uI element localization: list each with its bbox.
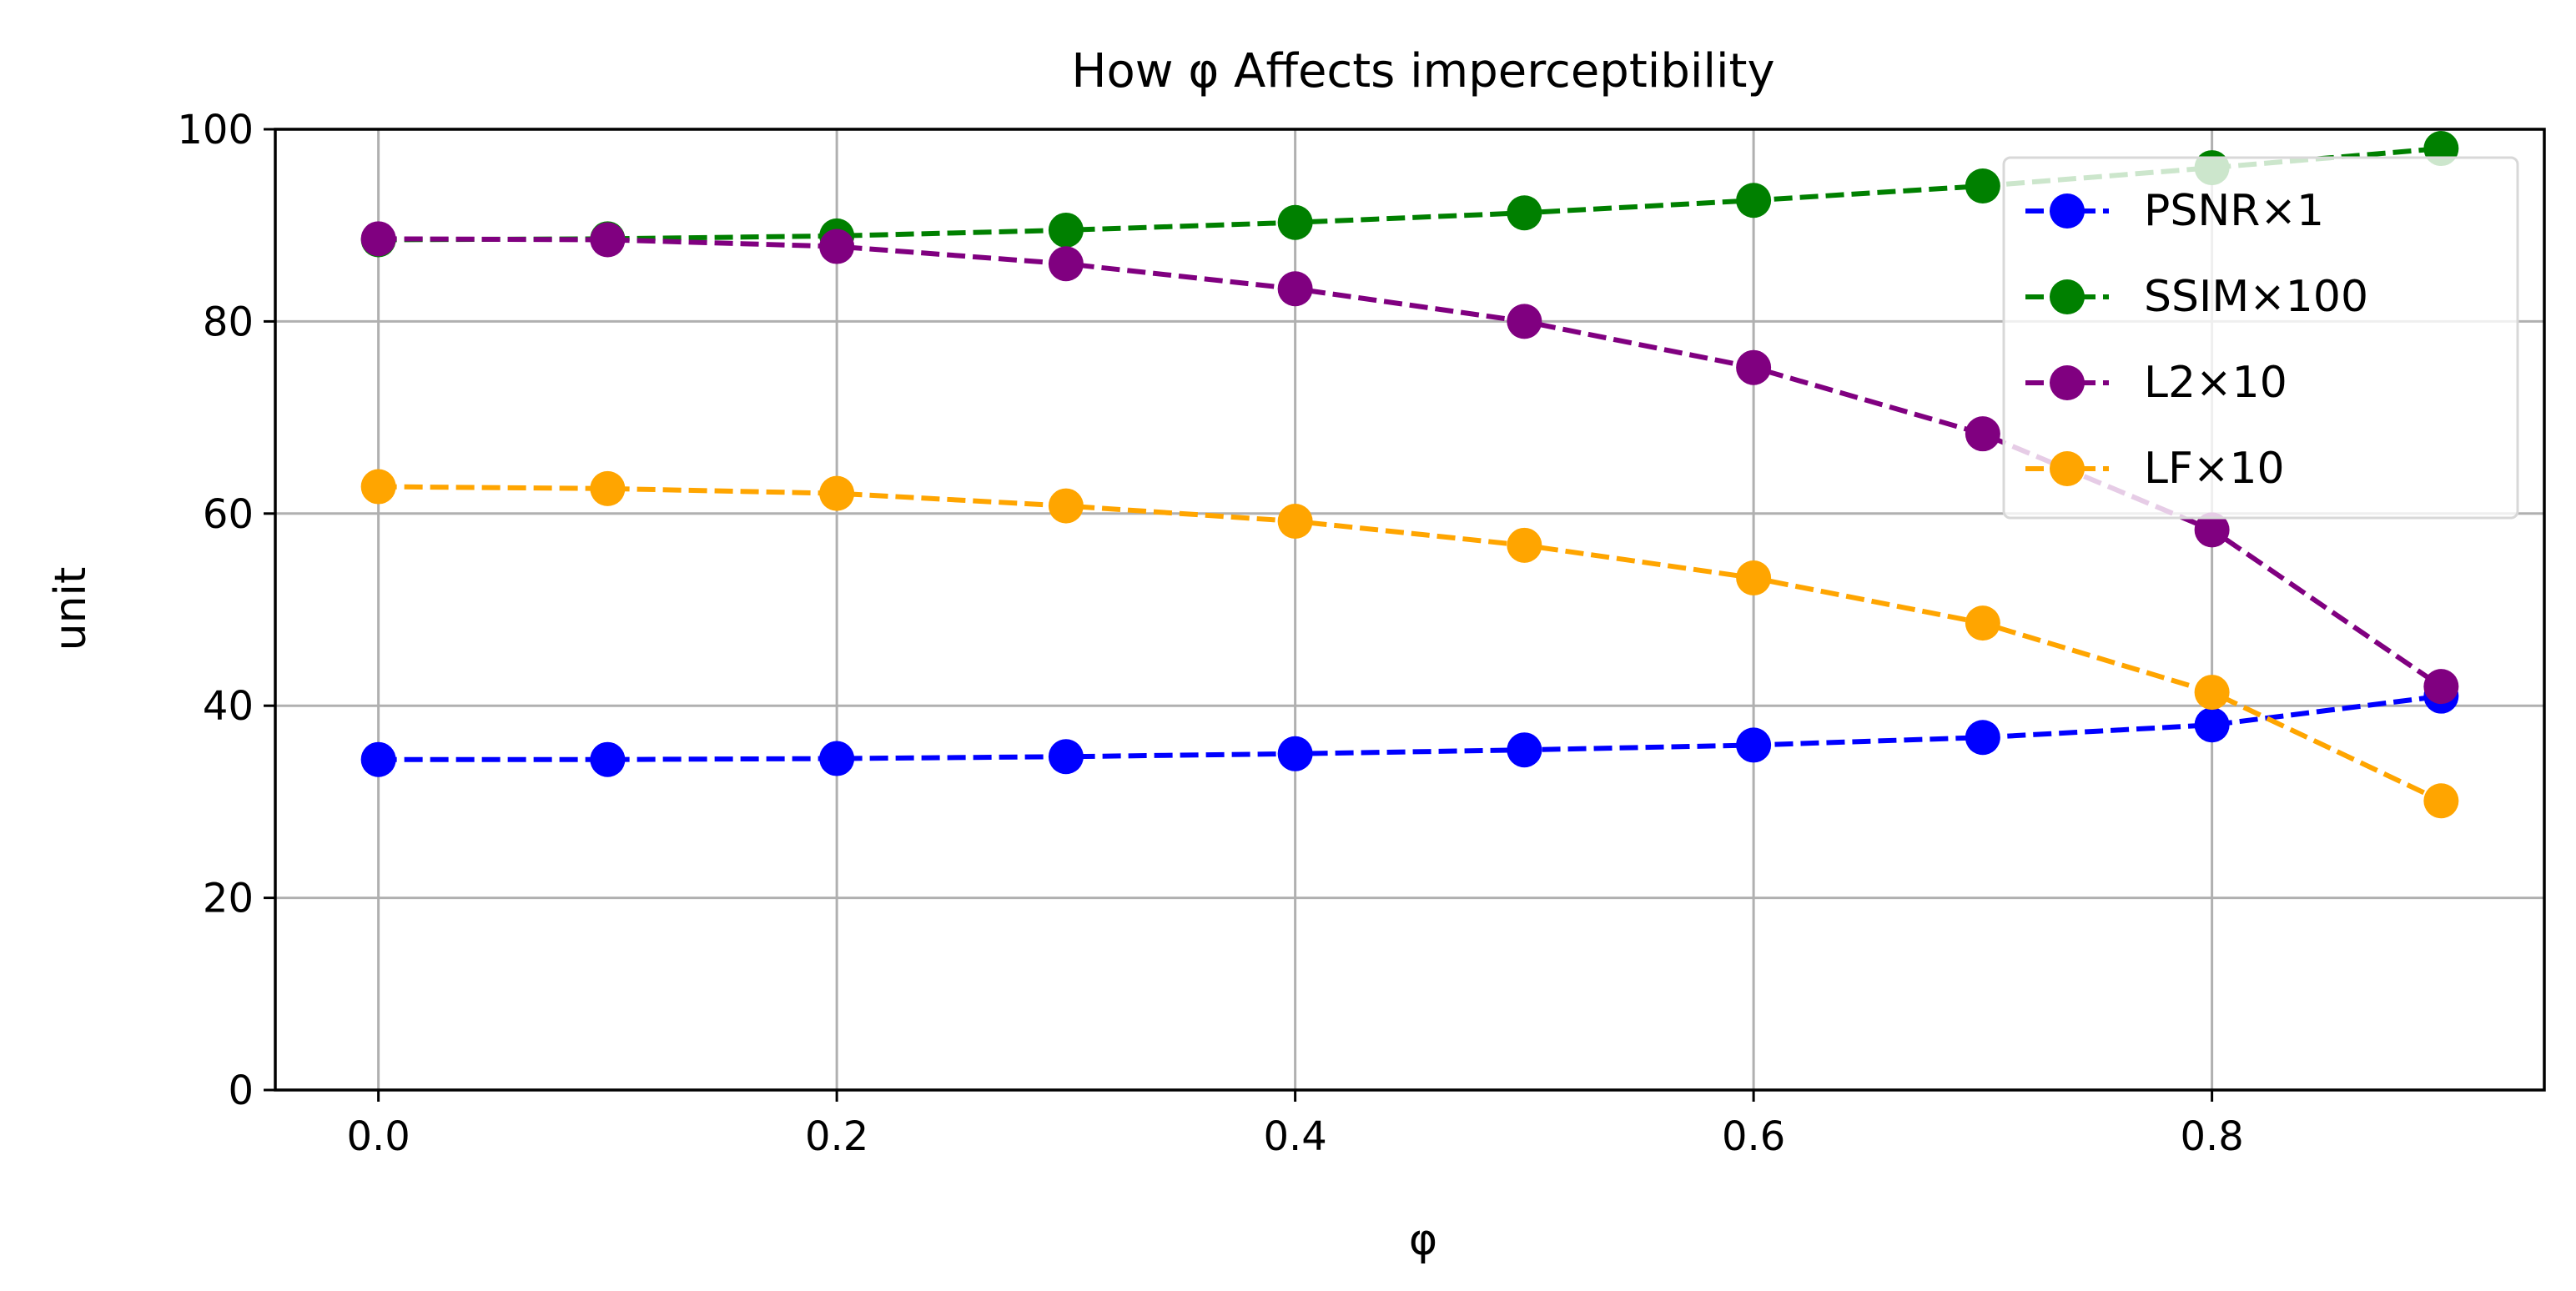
plot-frame bbox=[274, 128, 2546, 1092]
legend-box bbox=[2002, 156, 2519, 520]
y-axis-label: unit bbox=[46, 567, 96, 651]
data-point bbox=[1277, 271, 1313, 307]
data-point bbox=[360, 741, 396, 777]
legend-label: LF×10 bbox=[2144, 444, 2285, 494]
y-tick-label: 80 bbox=[203, 299, 254, 345]
x-axis-label: φ bbox=[1409, 1215, 1437, 1265]
data-point bbox=[1507, 304, 1542, 339]
legend-label: SSIM×100 bbox=[2144, 272, 2368, 322]
data-point bbox=[819, 741, 855, 776]
data-point bbox=[1965, 720, 2000, 756]
chart-title: How φ Affects imperceptibility bbox=[1071, 44, 1774, 98]
data-point bbox=[1736, 560, 1772, 595]
data-point bbox=[1965, 416, 2000, 452]
legend-item: LF×10 bbox=[2025, 444, 2285, 494]
data-point bbox=[1048, 212, 1084, 248]
legend-item: PSNR×1 bbox=[2025, 186, 2324, 236]
x-tick-label: 0.4 bbox=[1263, 1113, 1326, 1160]
y-tick-label: 40 bbox=[203, 683, 254, 730]
data-point bbox=[1048, 739, 1084, 775]
data-point bbox=[590, 470, 626, 506]
data-point bbox=[1507, 195, 1542, 231]
data-point bbox=[819, 475, 855, 511]
series-line bbox=[378, 484, 2443, 803]
series-3 bbox=[360, 469, 2459, 819]
data-point bbox=[2194, 512, 2230, 548]
data-point bbox=[1277, 504, 1313, 540]
data-point bbox=[360, 221, 396, 257]
data-point bbox=[360, 469, 396, 505]
data-point bbox=[1507, 732, 1542, 768]
legend-swatch-marker bbox=[2050, 193, 2085, 229]
legend-item: L2×10 bbox=[2025, 358, 2287, 408]
legend-swatch-marker bbox=[2050, 451, 2085, 486]
series-line bbox=[378, 693, 2442, 762]
x-tick-label: 0.8 bbox=[2180, 1113, 2243, 1160]
y-tick-label: 60 bbox=[203, 491, 254, 538]
data-point bbox=[1736, 183, 1772, 219]
data-point bbox=[590, 741, 626, 777]
legend-swatch-marker bbox=[2050, 365, 2085, 400]
y-tick-label: 20 bbox=[203, 876, 254, 922]
data-point bbox=[2194, 707, 2230, 743]
x-tick-label: 0.2 bbox=[805, 1113, 868, 1160]
data-point bbox=[1965, 605, 2000, 641]
data-point bbox=[590, 222, 626, 258]
data-point bbox=[2194, 675, 2230, 711]
x-tick-label: 0.0 bbox=[346, 1113, 410, 1160]
data-point bbox=[1277, 204, 1313, 240]
data-point bbox=[1736, 727, 1772, 763]
x-tick-label: 0.6 bbox=[1722, 1113, 1785, 1160]
legend-label: PSNR×1 bbox=[2144, 186, 2324, 236]
legend-label: L2×10 bbox=[2144, 358, 2287, 408]
data-point bbox=[1736, 349, 1772, 385]
data-point bbox=[1277, 736, 1313, 771]
data-point bbox=[2423, 669, 2459, 705]
data-point bbox=[1507, 527, 1542, 563]
data-point bbox=[1048, 246, 1084, 282]
data-point bbox=[1965, 168, 2000, 203]
data-point bbox=[1048, 488, 1084, 524]
legend-swatch-marker bbox=[2050, 279, 2085, 314]
y-tick-label: 0 bbox=[228, 1067, 254, 1114]
legend-item: SSIM×100 bbox=[2025, 272, 2368, 322]
y-tick-label: 100 bbox=[177, 107, 254, 153]
legend: PSNR×1 SSIM×100 L2×10 LF×10 bbox=[2002, 156, 2519, 520]
data-point bbox=[2423, 783, 2459, 819]
data-point bbox=[819, 229, 855, 264]
